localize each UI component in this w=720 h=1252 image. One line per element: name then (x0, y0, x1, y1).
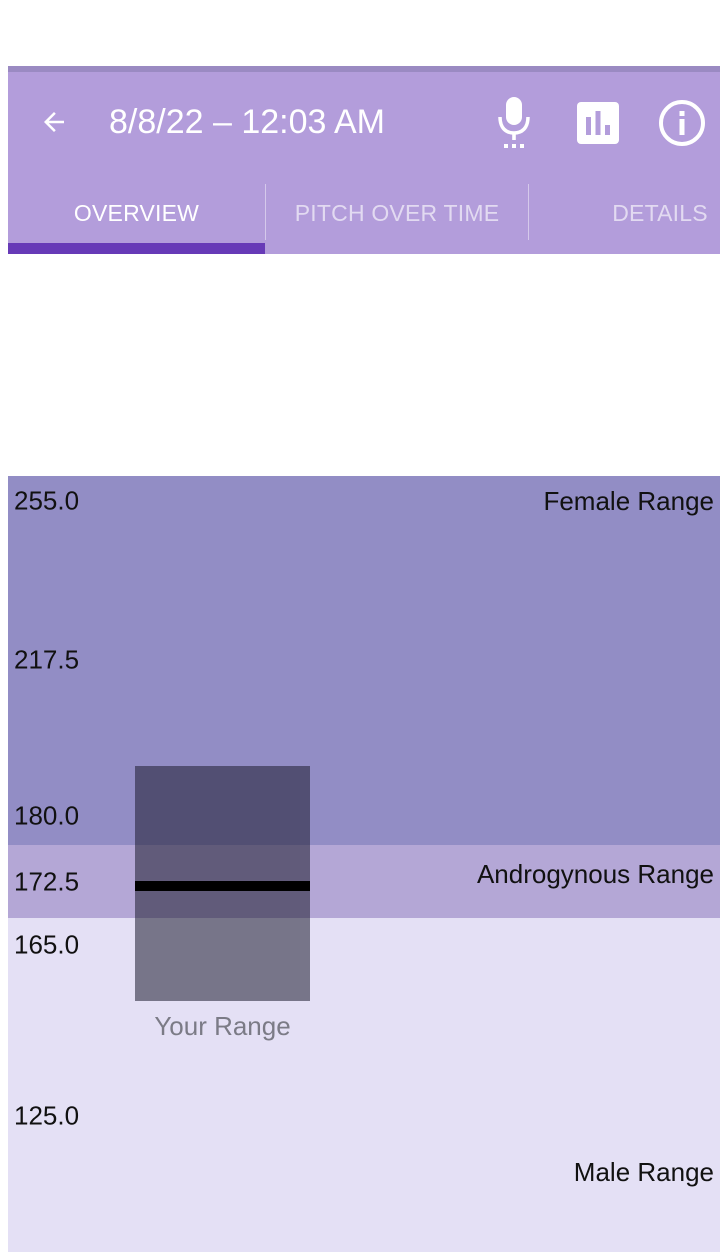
y-tick-label: 217.5 (14, 644, 80, 675)
androgynous-range-band: Androgynous Range (8, 845, 720, 918)
stats-button[interactable] (572, 96, 624, 150)
tab-pitch-over-time[interactable]: PITCH OVER TIME (294, 200, 500, 226)
page-title: 8/8/22 – 12:03 AM (109, 103, 385, 141)
male-range-label: Male Range (573, 1157, 714, 1187)
status-divider (8, 66, 720, 72)
bar-chart-icon (577, 102, 619, 144)
androgynous-range-label: Androgynous Range (476, 859, 714, 889)
tab-bar: OVERVIEW PITCH OVER TIME DETAILS (8, 184, 720, 254)
y-tick-label: 180.0 (14, 800, 80, 831)
tab-details[interactable]: DETAILS (612, 200, 708, 226)
info-icon (659, 100, 705, 146)
tab-separator (528, 184, 529, 240)
y-tick-label: 165.0 (14, 929, 80, 960)
back-button[interactable] (36, 100, 72, 144)
y-tick-label: 125.0 (14, 1100, 80, 1131)
record-button[interactable] (488, 96, 540, 150)
tab-separator (265, 184, 266, 240)
app-bar: 8/8/22 – 12:03 AM OVERVIEW PITCH OVER TI… (8, 72, 720, 254)
tab-indicator (8, 243, 265, 254)
tab-overview[interactable]: OVERVIEW (73, 200, 200, 226)
microphone-icon (498, 97, 530, 148)
male-range-band: Male Range (8, 918, 720, 1252)
female-range-band: Female Range (8, 476, 720, 845)
pitch-range-chart: Female Range Androgynous Range Male Rang… (8, 476, 720, 1252)
info-button[interactable] (656, 96, 708, 150)
your-range-mean-line (135, 881, 310, 892)
y-tick-label: 172.5 (14, 866, 80, 897)
female-range-label: Female Range (543, 486, 714, 516)
y-tick-label: 255.0 (14, 485, 80, 516)
back-arrow-icon (44, 112, 64, 132)
your-range-label: Your Range (154, 1010, 291, 1041)
